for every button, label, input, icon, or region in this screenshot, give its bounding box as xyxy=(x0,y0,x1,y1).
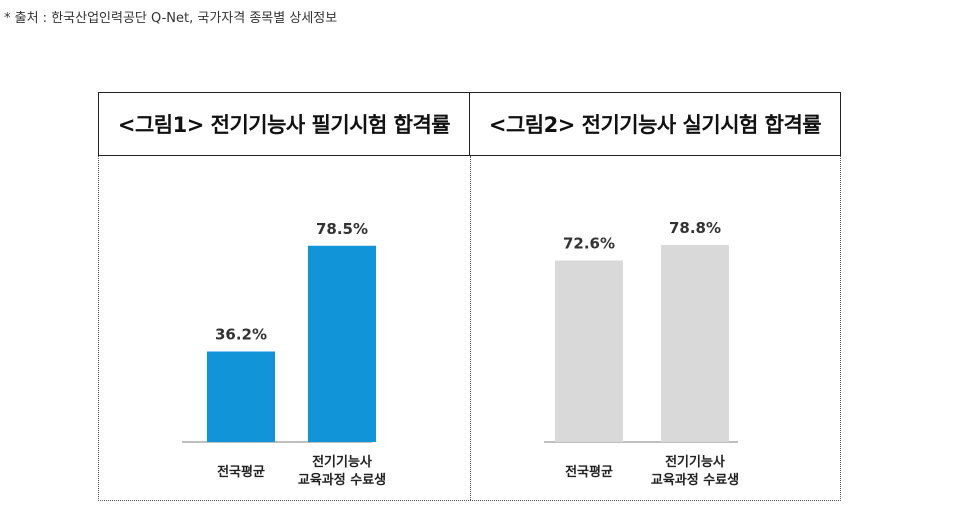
chart2-category-label-1: 전국평균 xyxy=(565,464,613,480)
chart2-category-label-2-line1: 전기기능사 xyxy=(665,454,725,470)
chart2-title: <그림2> 전기기능사 실기시험 합격률 xyxy=(469,93,840,155)
chart2-value-label-2: 78.8% xyxy=(669,219,721,237)
chart1-title: <그림1> 전기기능사 필기시험 합격률 xyxy=(117,113,451,137)
chart1-bar-2 xyxy=(308,245,376,442)
chart1-value-label-2: 78.5% xyxy=(316,220,368,238)
chart1-category-label-2-line1: 전기기능사 xyxy=(312,454,372,470)
chart-title-row: <그림1> 전기기능사 필기시험 합격률 <그림2> 전기기능사 실기시험 합격… xyxy=(98,92,841,156)
chart2-bar-1 xyxy=(555,260,623,442)
chart2-bar-2 xyxy=(661,245,729,442)
chart2-value-label-1: 72.6% xyxy=(563,235,615,253)
chart1-value-label-1: 36.2% xyxy=(215,326,267,344)
chart-table: <그림1> 전기기능사 필기시험 합격률 <그림2> 전기기능사 실기시험 합격… xyxy=(98,92,841,501)
chart1-category-label-2-line2: 교육과정 수료생 xyxy=(298,472,386,488)
chart-body-row xyxy=(98,156,841,501)
chart2-category-label-2-line2: 교육과정 수료생 xyxy=(651,472,739,488)
chart1-category-label-1: 전국평균 xyxy=(217,464,265,480)
chart1-bar-1 xyxy=(207,351,275,442)
chart-divider xyxy=(470,156,471,500)
source-note: * 출처 : 한국산업인력공단 Q-Net, 국가자격 종목별 상세정보 xyxy=(4,11,338,26)
